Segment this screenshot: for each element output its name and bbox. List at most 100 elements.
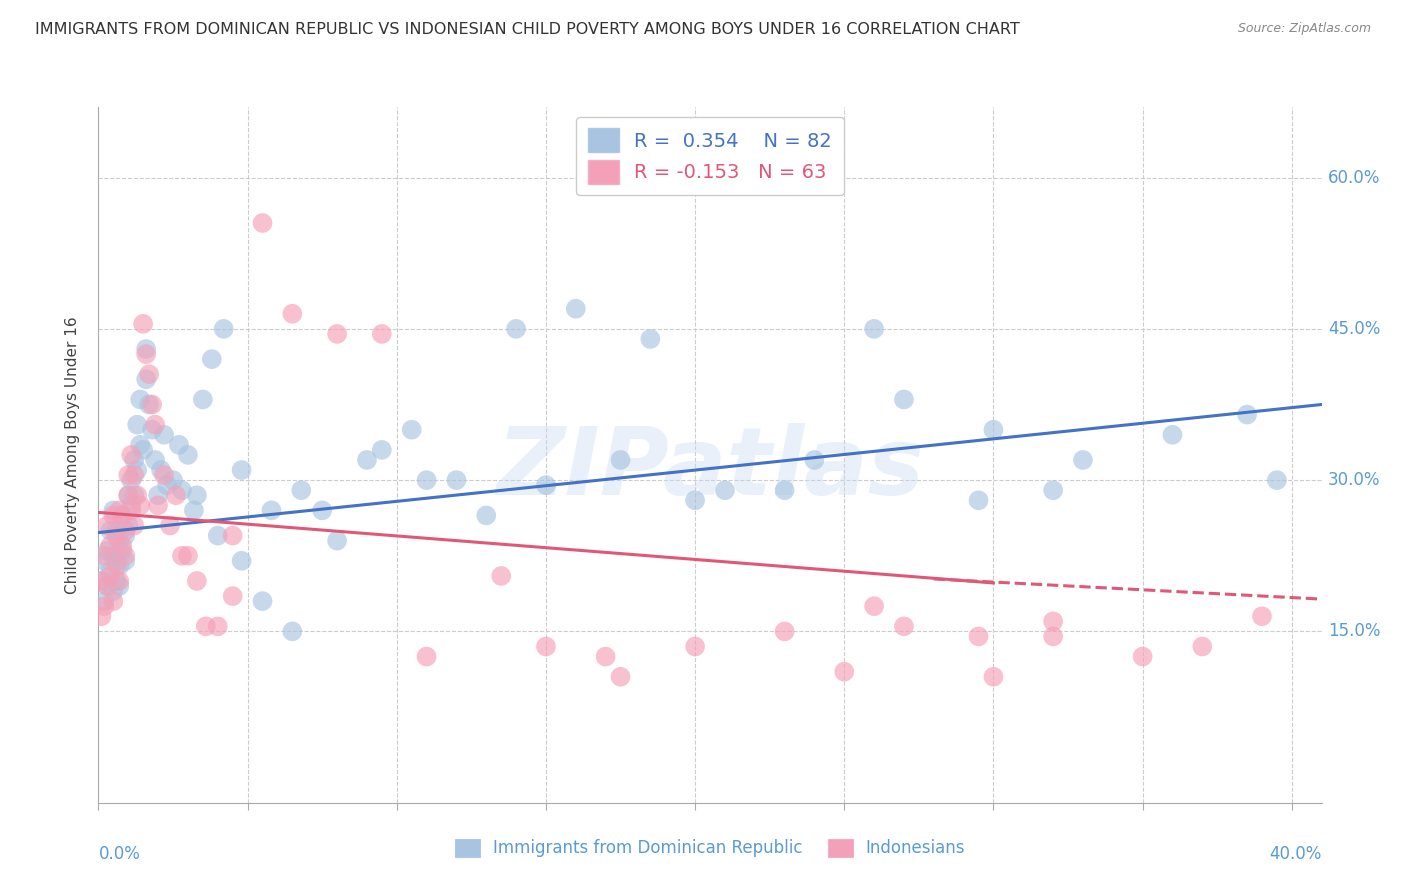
Point bbox=[534, 478, 557, 492]
Point bbox=[252, 594, 274, 608]
Point bbox=[415, 649, 437, 664]
Point bbox=[371, 326, 394, 341]
Point bbox=[1251, 609, 1274, 624]
Point bbox=[96, 543, 118, 558]
Point bbox=[1042, 483, 1064, 498]
Point bbox=[162, 473, 184, 487]
Point bbox=[714, 483, 737, 498]
Point bbox=[127, 488, 149, 502]
Point bbox=[105, 528, 128, 542]
Point bbox=[186, 574, 208, 588]
Point bbox=[609, 670, 631, 684]
Point bbox=[135, 342, 157, 356]
Point bbox=[127, 417, 149, 432]
Y-axis label: Child Poverty Among Boys Under 16: Child Poverty Among Boys Under 16 bbox=[65, 316, 80, 594]
Point bbox=[146, 488, 169, 502]
Point bbox=[93, 554, 115, 568]
Point bbox=[446, 473, 468, 487]
Point bbox=[98, 569, 121, 583]
Point bbox=[983, 670, 1005, 684]
Point bbox=[135, 372, 157, 386]
Point bbox=[534, 640, 557, 654]
Point bbox=[1042, 629, 1064, 643]
Point bbox=[122, 468, 145, 483]
Point bbox=[93, 549, 115, 563]
Point bbox=[103, 584, 125, 599]
Point bbox=[183, 503, 205, 517]
Point bbox=[153, 468, 176, 483]
Point bbox=[150, 463, 173, 477]
Point bbox=[127, 463, 149, 477]
Point bbox=[129, 499, 152, 513]
Point bbox=[103, 503, 125, 517]
Point bbox=[1042, 615, 1064, 629]
Point bbox=[893, 392, 915, 407]
Point bbox=[117, 468, 139, 483]
Point bbox=[132, 317, 155, 331]
Point bbox=[221, 589, 243, 603]
Point bbox=[108, 533, 131, 548]
Point bbox=[191, 392, 214, 407]
Point bbox=[108, 574, 131, 588]
Point bbox=[221, 528, 243, 542]
Point bbox=[863, 322, 886, 336]
Point bbox=[90, 574, 112, 588]
Point bbox=[138, 397, 160, 411]
Point bbox=[1236, 408, 1258, 422]
Point bbox=[98, 539, 121, 553]
Point bbox=[311, 503, 333, 517]
Point bbox=[122, 488, 145, 502]
Point bbox=[326, 326, 349, 341]
Point bbox=[1071, 453, 1094, 467]
Point bbox=[609, 453, 631, 467]
Point bbox=[683, 640, 706, 654]
Point bbox=[141, 397, 163, 411]
Point bbox=[117, 488, 139, 502]
Point bbox=[117, 518, 139, 533]
Point bbox=[207, 528, 229, 542]
Point bbox=[967, 493, 990, 508]
Text: Source: ZipAtlas.com: Source: ZipAtlas.com bbox=[1237, 22, 1371, 36]
Point bbox=[194, 619, 217, 633]
Point bbox=[111, 543, 134, 558]
Point bbox=[290, 483, 312, 498]
Point bbox=[129, 392, 152, 407]
Point bbox=[170, 483, 193, 498]
Point bbox=[415, 473, 437, 487]
Point bbox=[186, 488, 208, 502]
Point bbox=[260, 503, 283, 517]
Text: IMMIGRANTS FROM DOMINICAN REPUBLIC VS INDONESIAN CHILD POVERTY AMONG BOYS UNDER : IMMIGRANTS FROM DOMINICAN REPUBLIC VS IN… bbox=[35, 22, 1019, 37]
Point bbox=[281, 307, 304, 321]
Text: 30.0%: 30.0% bbox=[1327, 471, 1381, 489]
Point bbox=[1161, 427, 1184, 442]
Point bbox=[132, 442, 155, 457]
Point bbox=[281, 624, 304, 639]
Point bbox=[129, 438, 152, 452]
Point bbox=[135, 347, 157, 361]
Point bbox=[1265, 473, 1288, 487]
Point bbox=[1132, 649, 1154, 664]
Point bbox=[983, 423, 1005, 437]
Point bbox=[111, 508, 134, 523]
Point bbox=[212, 322, 235, 336]
Point bbox=[120, 473, 142, 487]
Point bbox=[773, 483, 796, 498]
Point bbox=[105, 554, 128, 568]
Point bbox=[98, 564, 121, 578]
Point bbox=[103, 508, 125, 523]
Point bbox=[832, 665, 855, 679]
Point bbox=[640, 332, 662, 346]
Point bbox=[565, 301, 588, 316]
Point bbox=[683, 493, 706, 508]
Point bbox=[120, 499, 142, 513]
Legend: Immigrants from Dominican Republic, Indonesians: Immigrants from Dominican Republic, Indo… bbox=[449, 832, 972, 864]
Point bbox=[141, 423, 163, 437]
Point bbox=[96, 579, 118, 593]
Point bbox=[489, 569, 512, 583]
Point bbox=[177, 448, 200, 462]
Point bbox=[98, 524, 121, 538]
Point bbox=[401, 423, 423, 437]
Point bbox=[803, 453, 825, 467]
Point bbox=[93, 594, 115, 608]
Point bbox=[231, 463, 253, 477]
